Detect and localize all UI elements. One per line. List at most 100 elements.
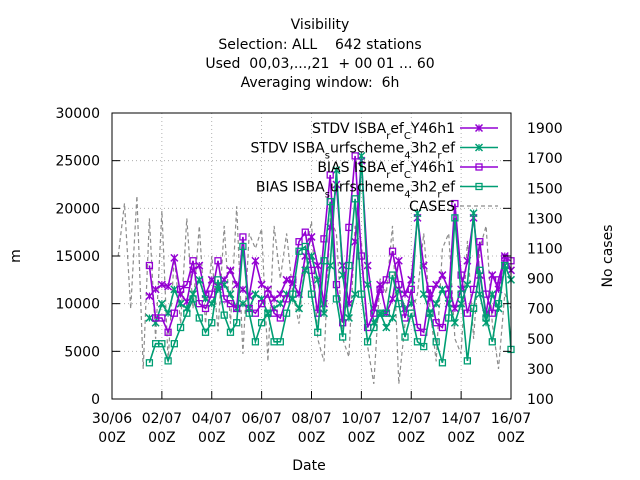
x-tick-label-hour: 00Z [148, 430, 175, 446]
chart-title-line-3: Used 00,03,...,21 + 00 01 ... 60 [205, 56, 435, 72]
data-point [264, 309, 272, 317]
x-tick-label-hour: 00Z [198, 430, 225, 446]
data-point [494, 276, 503, 284]
data-point [501, 261, 509, 270]
data-point [151, 285, 160, 294]
data-point [145, 313, 154, 322]
data-point [357, 290, 366, 298]
legend-label-part: STDV ISBA [251, 141, 326, 157]
legend-entry-3: BIAS ISBArefCY46h1 [317, 160, 498, 181]
x-tick-label: 04/07 [192, 411, 232, 427]
legend-label-sub: r [386, 170, 391, 181]
data-point [226, 290, 235, 299]
data-point [289, 276, 297, 284]
data-point [226, 300, 235, 308]
legend-label: BIAS ISBArefCY46h1 [317, 160, 455, 181]
x-tick-label-hour: 00Z [348, 430, 375, 446]
data-point [276, 290, 285, 299]
y2-tick-label: 500 [527, 332, 554, 348]
cases-line [117, 195, 512, 384]
data-point [426, 309, 434, 317]
data-point [183, 309, 191, 317]
data-point [463, 357, 472, 365]
legend-label-sub: C [404, 170, 411, 181]
legend-label-sub: 4 [404, 189, 410, 200]
data-point [400, 290, 410, 299]
data-point [295, 247, 303, 255]
data-point [164, 357, 172, 365]
y2-axis: 100 300 500 700 900 1100 1300 1500 1700 1900 [527, 121, 563, 408]
data-point [220, 311, 228, 319]
data-point [351, 152, 359, 160]
data-point [208, 290, 216, 298]
data-point [438, 285, 447, 294]
data-point [420, 342, 428, 351]
data-point [238, 299, 247, 308]
legend-label-part: STDV ISBA [312, 121, 387, 137]
x-tick-label-hour: 00Z [298, 430, 325, 446]
legend-label-part: ef [441, 141, 456, 157]
data-point [233, 319, 241, 327]
data-point [475, 163, 483, 171]
data-point [451, 199, 459, 208]
data-point [494, 300, 503, 308]
data-point [257, 300, 266, 308]
data-point [326, 198, 334, 206]
data-point [282, 295, 291, 303]
data-point [432, 319, 440, 327]
x-axis-label: Date [292, 458, 325, 474]
legend-label-part: Y46h1 [410, 160, 455, 176]
data-point [388, 313, 397, 322]
data-point [382, 309, 390, 317]
data-point [463, 309, 472, 317]
data-point [394, 256, 403, 265]
data-point [307, 290, 316, 298]
data-point [157, 299, 166, 308]
series-2 [145, 151, 516, 332]
x-tick-label: 10/07 [341, 411, 381, 427]
data-point [301, 242, 309, 251]
data-point [195, 275, 204, 284]
data-point [357, 151, 366, 160]
series-4 [145, 195, 515, 367]
data-point [475, 182, 483, 191]
legend-label: STDV ISBArefCY46h1 [312, 121, 455, 142]
data-point [176, 285, 185, 294]
data-point [183, 280, 191, 289]
data-point [395, 280, 403, 289]
x-tick-label: 16/07 [491, 411, 531, 427]
data-point [320, 257, 328, 265]
data-point [264, 290, 272, 298]
y-axis: 0 5000 10000 15000 20000 25000 30000 [55, 106, 511, 408]
data-point [363, 338, 372, 346]
legend-label-sub: r [437, 150, 442, 161]
data-point [164, 282, 173, 291]
x-tick-label-hour: 00Z [98, 430, 125, 446]
data-point [382, 323, 391, 332]
data-point [339, 333, 347, 341]
data-point [189, 295, 197, 303]
y-tick-label: 30000 [55, 106, 100, 122]
legend-label-sub: 4 [404, 150, 410, 161]
x-axis: 30/06 00Z 02/07 00Z 04/07 00Z 06/07 00Z 08/07 00Z… [92, 391, 531, 446]
data-point [145, 292, 154, 301]
legend-label-sub: s [325, 189, 330, 200]
data-point [438, 323, 447, 332]
data-point [239, 242, 247, 251]
legend-label-part: urfscheme [330, 180, 404, 196]
cases-series-layer [117, 195, 512, 384]
y2-tick-label: 100 [527, 392, 554, 408]
y-tick-label: 10000 [55, 297, 100, 313]
data-point [282, 275, 291, 284]
legend-label-sub: s [325, 150, 330, 161]
data-point [457, 271, 465, 279]
series-layer [145, 151, 516, 367]
data-point [201, 304, 210, 313]
data-point [189, 257, 197, 265]
data-point [419, 290, 428, 299]
data-point [164, 309, 173, 318]
data-point [401, 333, 409, 341]
data-point [363, 261, 372, 270]
data-point [482, 314, 490, 322]
